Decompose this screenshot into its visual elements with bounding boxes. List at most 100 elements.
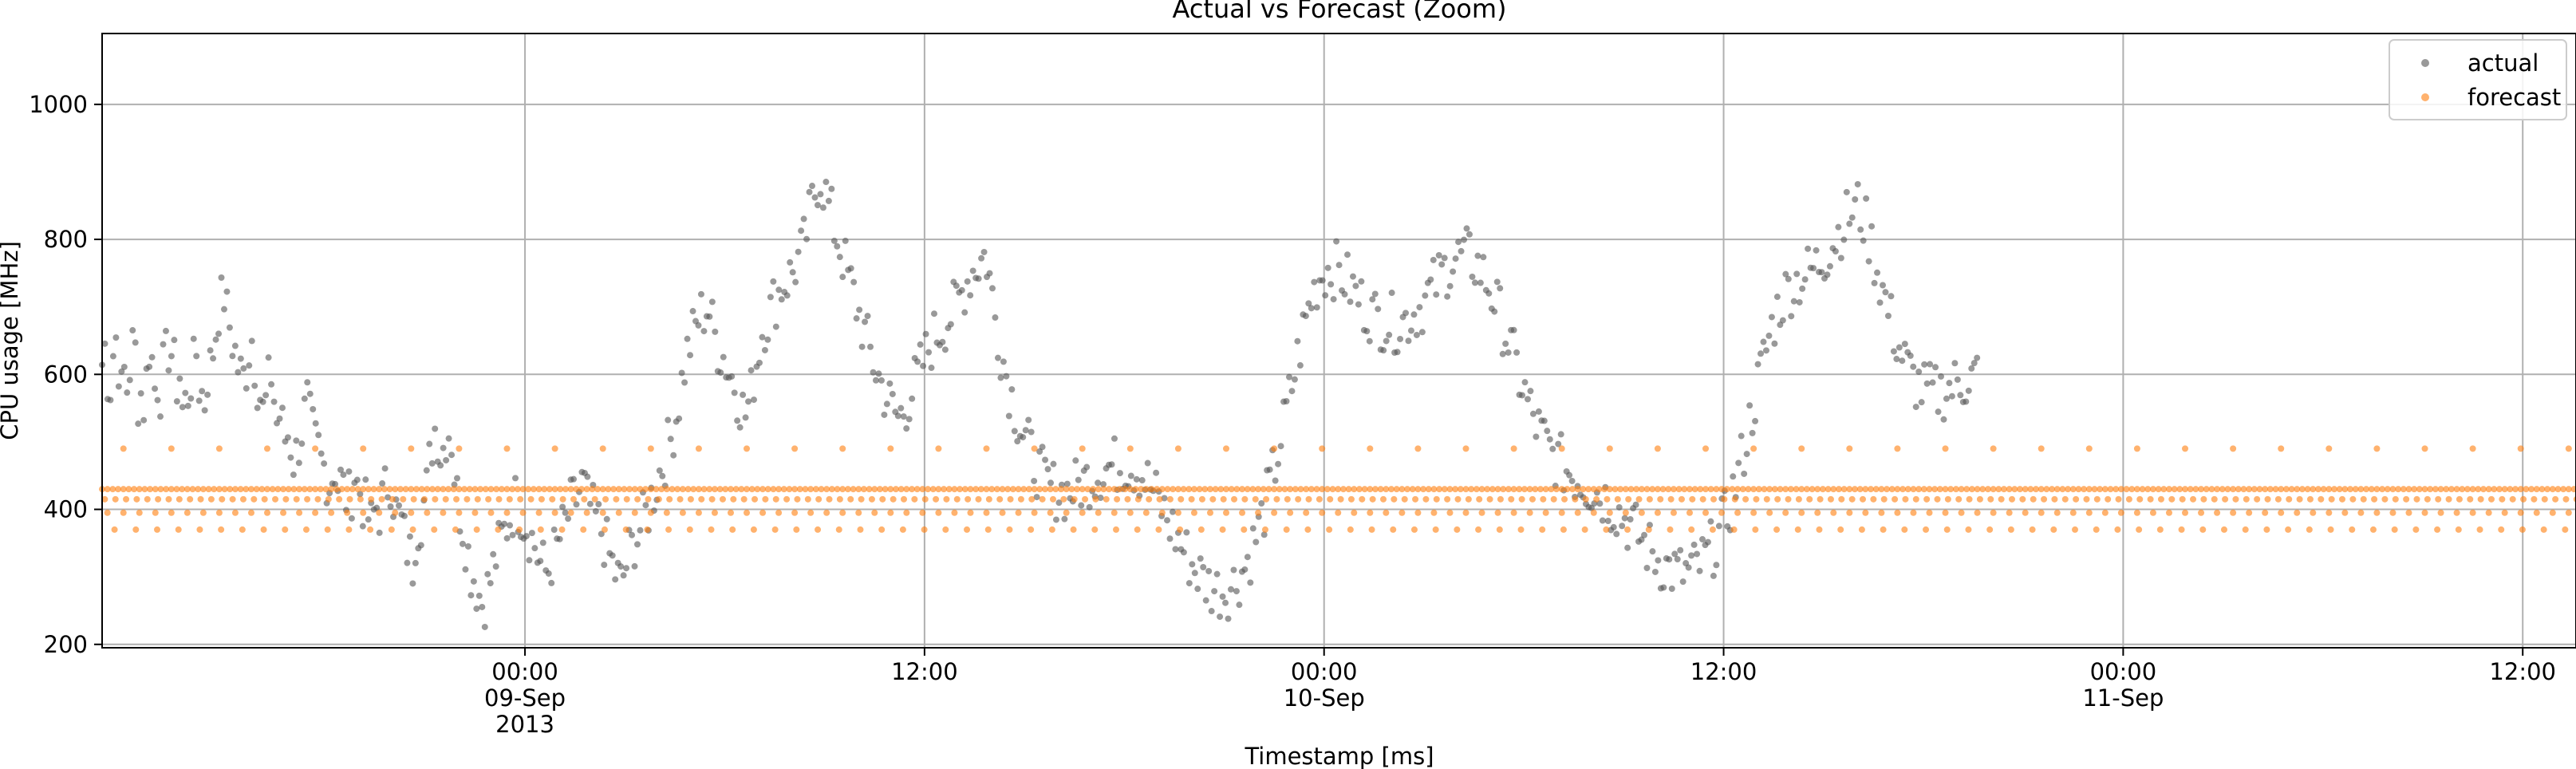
actual-point	[969, 267, 976, 274]
forecast-point	[2093, 526, 2100, 533]
forecast-point	[2400, 486, 2407, 493]
forecast-point	[1654, 509, 1661, 516]
actual-point	[720, 353, 727, 361]
forecast-point	[1074, 486, 1081, 493]
actual-point	[947, 321, 954, 328]
forecast-point	[759, 486, 767, 493]
forecast-point	[280, 486, 287, 493]
forecast-point	[471, 509, 479, 516]
forecast-point	[615, 509, 622, 516]
actual-point	[1907, 352, 1914, 359]
actual-point	[1790, 298, 1797, 305]
forecast-point	[1926, 486, 1933, 493]
forecast-point	[1697, 486, 1704, 493]
forecast-point	[389, 495, 396, 503]
forecast-point	[631, 509, 638, 516]
forecast-point	[762, 495, 769, 503]
actual-point	[1330, 296, 1337, 303]
actual-point	[1660, 584, 1667, 591]
forecast-point	[945, 486, 953, 493]
forecast-point	[199, 486, 207, 493]
forecast-point	[1892, 495, 1899, 503]
actual-point	[1452, 255, 1459, 262]
actual-point	[1222, 599, 1229, 606]
forecast-point	[1817, 495, 1824, 503]
forecast-point	[1561, 495, 1568, 503]
actual-point	[115, 383, 122, 390]
forecast-point	[434, 486, 441, 493]
forecast-point	[445, 486, 452, 493]
forecast-point	[2294, 486, 2301, 493]
forecast-point	[2230, 509, 2237, 516]
forecast-point	[1773, 526, 1781, 533]
actual-point	[459, 540, 466, 547]
forecast-point	[144, 495, 151, 503]
forecast-point	[2485, 486, 2492, 493]
actual-point	[1555, 440, 1562, 448]
forecast-point	[887, 509, 894, 516]
actual-point	[1954, 376, 1961, 383]
forecast-point	[812, 486, 819, 493]
actual-point	[617, 563, 625, 570]
forecast-point	[498, 486, 505, 493]
actual-point	[1358, 278, 1365, 285]
forecast-point	[360, 509, 367, 516]
forecast-point	[2496, 486, 2503, 493]
actual-point	[1095, 479, 1102, 487]
actual-point	[1694, 550, 1701, 558]
actual-point	[528, 530, 535, 537]
forecast-point	[2371, 495, 2378, 503]
actual-point	[775, 286, 783, 294]
forecast-point	[2528, 486, 2535, 493]
forecast-point	[1739, 486, 1746, 493]
actual-point	[1100, 481, 1107, 488]
forecast-point	[876, 486, 883, 493]
forecast-point	[1785, 495, 1792, 503]
actual-point	[1480, 254, 1487, 261]
forecast-point	[1702, 445, 1710, 452]
forecast-point	[2266, 486, 2274, 493]
actual-point	[684, 335, 691, 342]
forecast-point	[727, 486, 734, 493]
forecast-point	[599, 445, 606, 452]
forecast-point	[1678, 495, 1685, 503]
forecast-point	[2112, 486, 2120, 493]
actual-point	[1710, 572, 1717, 579]
actual-point	[417, 542, 424, 549]
forecast-point	[473, 526, 480, 533]
forecast-point	[2327, 526, 2334, 533]
forecast-point	[1860, 495, 1867, 503]
actual-point	[1912, 404, 1919, 411]
forecast-point	[1766, 509, 1773, 516]
forecast-point	[1116, 486, 1123, 493]
actual-point	[201, 407, 208, 414]
forecast-point	[1646, 495, 1653, 503]
actual-point	[1957, 392, 1964, 399]
actual-point	[268, 381, 275, 388]
forecast-point	[367, 526, 374, 533]
forecast-point	[2565, 486, 2572, 493]
forecast-point	[1178, 495, 1185, 503]
forecast-point	[2285, 526, 2292, 533]
forecast-point	[1944, 495, 1951, 503]
forecast-point	[1174, 445, 1181, 452]
actual-point	[1258, 499, 1265, 507]
y-tick-label: 200	[44, 631, 88, 658]
forecast-point	[2540, 526, 2547, 533]
forecast-point	[1750, 509, 1757, 516]
actual-point	[886, 380, 894, 387]
forecast-point	[1532, 486, 1539, 493]
actual-point	[1110, 435, 1118, 442]
forecast-point	[1174, 509, 1181, 516]
forecast-point	[1361, 486, 1368, 493]
forecast-point	[2349, 526, 2356, 533]
forecast-point	[967, 486, 974, 493]
forecast-point	[1327, 495, 1334, 503]
forecast-point	[1553, 486, 1560, 493]
forecast-point	[250, 495, 258, 503]
forecast-point	[477, 486, 484, 493]
forecast-point	[815, 526, 822, 533]
forecast-point	[1412, 495, 1419, 503]
forecast-point	[112, 495, 119, 503]
forecast-point	[708, 526, 715, 533]
